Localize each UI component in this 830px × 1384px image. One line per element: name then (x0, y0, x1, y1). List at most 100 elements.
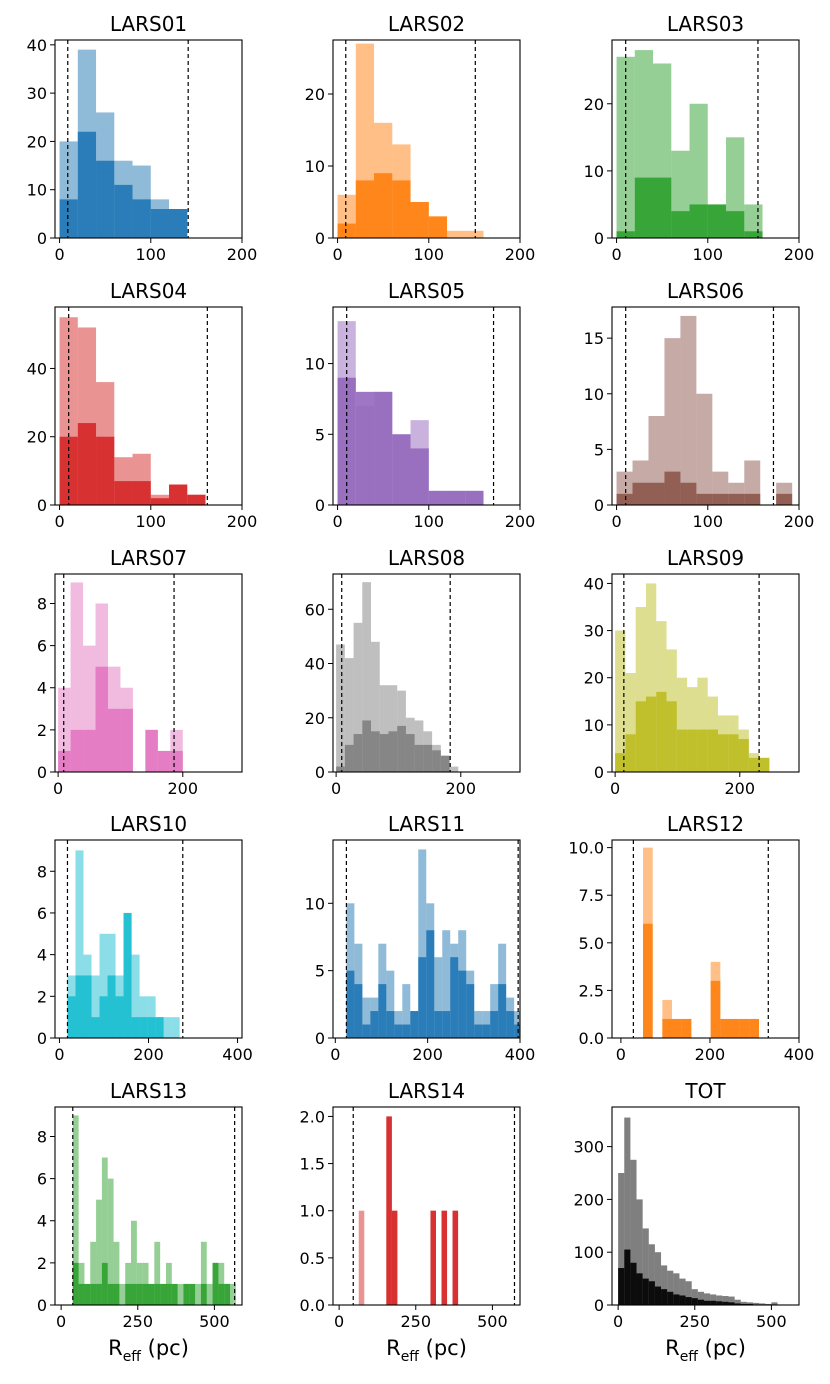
y-tick-label: 0.0 (579, 1029, 604, 1048)
hist-bar-sub (148, 1283, 155, 1305)
y-tick-label: 2 (37, 987, 47, 1006)
hist-bar-sub (169, 209, 188, 238)
x-tick-label: 100 (414, 512, 445, 531)
x-tick-label: 0 (330, 1045, 340, 1064)
hist-bar-sub (355, 391, 375, 505)
x-tick-label: 200 (505, 245, 536, 264)
hist-bar-sub (716, 1301, 723, 1305)
hist-bar-all (386, 970, 395, 1038)
y-tick-label: 20 (584, 669, 604, 688)
y-tick-label: 40 (27, 36, 47, 55)
y-tick-label: 60 (305, 600, 325, 619)
hist-bar-sub (189, 1283, 196, 1305)
y-tick-label: 30 (27, 84, 47, 103)
x-tick-label: 200 (412, 1045, 443, 1064)
hist-bar-sub (728, 493, 745, 505)
y-tick-label: 0 (315, 496, 325, 515)
hist-bar-sub (749, 1018, 759, 1038)
y-tick-label: 10.0 (568, 839, 604, 858)
hist-bar-all (746, 1302, 754, 1305)
y-tick-label: 20 (305, 85, 325, 104)
y-tick-label: 200 (573, 1190, 604, 1209)
hist-bar-sub (710, 1300, 717, 1305)
hist-bar-sub (77, 131, 97, 238)
x-tick-label: 0 (54, 245, 64, 264)
y-tick-label: 10 (305, 157, 325, 176)
hist-bar-all (99, 933, 108, 1038)
hist-bar-sub (434, 1011, 443, 1038)
hist-bar-sub (426, 930, 435, 1038)
y-tick-label: 1.5 (300, 1155, 325, 1174)
x-tick-label: 100 (693, 245, 724, 264)
hist-bar-sub (386, 1011, 395, 1038)
x-tick-label: 0 (53, 779, 63, 798)
hist-bar-sub (200, 1283, 207, 1305)
hist-bar-sub (362, 720, 372, 772)
x-tick-label: 200 (168, 779, 199, 798)
hist-bar-all (163, 1017, 172, 1038)
hist-bar-all (716, 1295, 723, 1305)
y-tick-label: 0 (315, 1029, 325, 1048)
y-tick-label: 0 (594, 229, 604, 248)
hist-bar-sub (474, 1024, 483, 1038)
hist-bar-sub (70, 729, 84, 772)
hist-bar-all (362, 582, 372, 772)
subplot-title: LARS06 (667, 279, 744, 303)
axes-frame (611, 1106, 800, 1306)
subplot-lars13: 0 250 500 0 2 4 6 8 LARS13 Reff (pc) (37, 1079, 243, 1365)
hist-bar-sub (490, 1011, 499, 1038)
hist-bar-sub (386, 1116, 392, 1305)
hist-bar-sub (392, 180, 411, 238)
hist-bar-sub (120, 708, 133, 772)
hist-bar-sub (136, 1283, 143, 1305)
hist-bar-sub (722, 1301, 729, 1305)
hist-bar-sub (388, 731, 398, 772)
y-tick-label: 10 (584, 385, 604, 404)
hist-bar-sub (466, 984, 475, 1038)
hist-bar-sub (624, 1249, 631, 1305)
axes-frame (54, 573, 243, 773)
x-tick-label: 200 (695, 1045, 726, 1064)
x-tick-label: 0 (616, 1045, 626, 1064)
hist-bar-sub (58, 750, 71, 772)
hist-bar-sub (139, 1017, 148, 1038)
hist-bar-sub (618, 1268, 625, 1305)
hist-bar-sub (726, 211, 745, 238)
hist-bar-sub (355, 180, 375, 238)
hist-bar-sub (728, 1302, 735, 1305)
x-tick-label: 0 (332, 245, 342, 264)
hist-bar-sub (374, 173, 393, 238)
hist-bar-all (107, 1178, 114, 1305)
hist-bar-sub (160, 1283, 166, 1305)
x-tick-label: 200 (505, 512, 536, 531)
hist-bar-all (177, 1283, 184, 1305)
x-tick-label: 500 (477, 1312, 508, 1331)
subplot-title: LARS05 (388, 279, 465, 303)
hist-bar-sub (115, 996, 124, 1038)
hist-bar-sub (636, 1273, 643, 1305)
y-tick-label: 40 (27, 359, 47, 378)
x-tick-label: 0 (334, 1312, 344, 1331)
hist-bar-all (358, 1210, 365, 1305)
hist-bar-sub (616, 493, 633, 505)
subplot-lars10: 0 200 400 0 2 4 6 8 LARS10 (37, 812, 253, 1064)
hist-bar-sub (155, 1017, 164, 1038)
hist-bar-sub (707, 729, 718, 772)
x-tick-label: 0 (331, 779, 341, 798)
hist-bar-sub (101, 1262, 108, 1305)
y-tick-label: 0 (315, 763, 325, 782)
subplot-title: LARS01 (110, 12, 187, 36)
hist-bar-sub (452, 1210, 459, 1305)
hist-bar-sub (95, 666, 108, 772)
hist-bar-all (96, 1199, 102, 1305)
y-tick-label: 5 (315, 425, 325, 444)
hist-bar-all (101, 1157, 108, 1305)
hist-bar-sub (744, 493, 761, 505)
hist-bar-sub (697, 729, 708, 772)
subplot-title: LARS12 (667, 812, 744, 836)
y-tick-label: 0.5 (300, 1249, 325, 1268)
x-tick-label: 100 (136, 245, 167, 264)
subplot-title: LARS07 (110, 546, 187, 570)
x-tick-label: 200 (227, 245, 258, 264)
